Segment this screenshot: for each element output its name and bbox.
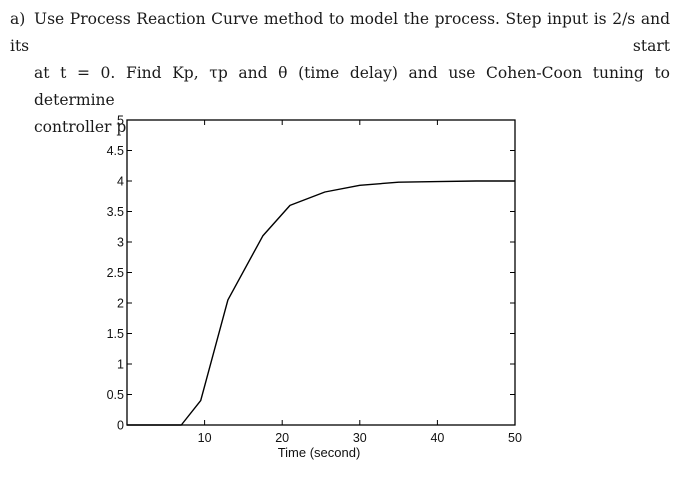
plot-frame [126,119,516,426]
question-label: a) [10,10,26,28]
y-tick-label: 0.5 [107,388,124,402]
x-axis-title: Time (second) [278,445,361,460]
x-tick-label: 10 [198,431,212,445]
y-tick-label: 5 [117,114,124,128]
y-tick-label: 3 [117,236,124,250]
y-tick-label: 2.5 [107,266,124,280]
question-line-1-text: Use Process Reaction Curve method to mod… [10,10,670,55]
y-tick-label: 1.5 [107,327,124,341]
question-line-1: a) Use Process Reaction Curve method to m… [10,6,670,60]
y-tick-label: 1 [117,358,124,372]
x-tick-label: 50 [508,431,522,445]
y-tick-label: 2 [117,297,124,311]
question-text: a) Use Process Reaction Curve method to m… [10,6,670,141]
x-tick-label: 30 [353,431,367,445]
x-tick-label: 20 [275,431,289,445]
response-curve [127,180,515,426]
question-line-2: at t = 0. Find Kp, τp and θ (time delay)… [34,64,670,109]
y-tick-label: 0 [117,419,124,433]
y-tick-label: 4.5 [107,144,124,158]
x-tick-label: 40 [430,431,444,445]
y-tick-label: 3.5 [107,205,124,219]
y-tick-label: 4 [117,175,124,189]
